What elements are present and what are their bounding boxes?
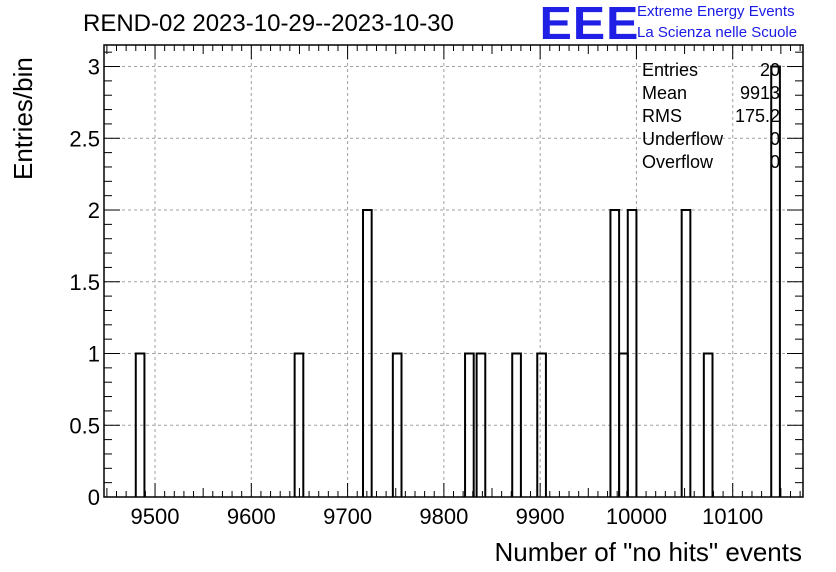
x-tick-label: 9900 xyxy=(516,504,565,529)
stat-row-overflow: Overflow 0 xyxy=(642,152,780,175)
x-tick-label: 9700 xyxy=(323,504,372,529)
stat-label: Overflow xyxy=(642,152,714,172)
histogram-bin xyxy=(293,352,305,497)
stat-value: 0 xyxy=(769,129,780,149)
histogram-bin xyxy=(475,352,487,497)
stat-row-underflow: Underflow 0 xyxy=(642,129,780,152)
stat-label: Underflow xyxy=(642,129,724,149)
y-tick-label: 0.5 xyxy=(69,413,100,438)
stat-label: Entries xyxy=(642,60,699,80)
y-tick-label: 2 xyxy=(88,198,100,223)
x-tick-label: 9800 xyxy=(419,504,468,529)
chart-title: REND-02 2023-10-29--2023-10-30 xyxy=(83,10,454,37)
y-tick-label: 0 xyxy=(88,485,100,510)
axes: 9500 9600 9700 9800 9900 10000 10100 0 0.5 1 1.5 2 2… xyxy=(69,44,804,529)
histogram-bin xyxy=(511,352,522,497)
stat-value: 20 xyxy=(759,60,780,80)
x-tick-label: 9500 xyxy=(131,504,180,529)
histogram-bin xyxy=(361,209,373,497)
x-tick-label: 10100 xyxy=(702,504,763,529)
histogram-bin xyxy=(680,209,692,497)
histogram-bin xyxy=(770,65,781,497)
stats-box: Entries 20 Mean 9913 RMS 175.2 Underflow… xyxy=(642,60,780,175)
histogram-bin xyxy=(134,352,146,497)
x-tick-label: 9600 xyxy=(227,504,276,529)
logo-caption-line2: La Scienza nelle Scuole xyxy=(637,24,798,41)
histogram-bin xyxy=(391,352,403,497)
y-tick-label: 2.5 xyxy=(69,126,100,151)
stat-row-entries: Entries 20 xyxy=(642,60,780,83)
stat-value: 9913 xyxy=(739,83,780,103)
histogram-bin xyxy=(464,352,475,497)
stat-value: 0 xyxy=(769,152,780,172)
stat-value: 175.2 xyxy=(734,106,780,126)
y-tick-label: 3 xyxy=(88,55,100,80)
stat-row-mean: Mean 9913 xyxy=(642,83,780,106)
stat-label: RMS xyxy=(642,106,682,126)
histogram-bin xyxy=(702,352,714,497)
stat-label: Mean xyxy=(642,83,688,103)
x-tick-label: 10000 xyxy=(606,504,667,529)
histogram-bin xyxy=(626,209,638,497)
histogram-bin xyxy=(536,352,547,497)
stat-row-rms: RMS 175.2 xyxy=(642,106,780,129)
histogram-bars xyxy=(134,65,781,497)
y-axis-label: Entries/bin xyxy=(8,57,38,180)
y-tick-label: 1.5 xyxy=(69,270,100,295)
eee-logo: EEE xyxy=(539,0,640,49)
x-axis-label: Number of "no hits" events xyxy=(494,537,803,567)
logo-caption-line1: Extreme Energy Events xyxy=(637,3,795,20)
y-tick-label: 1 xyxy=(88,342,100,367)
